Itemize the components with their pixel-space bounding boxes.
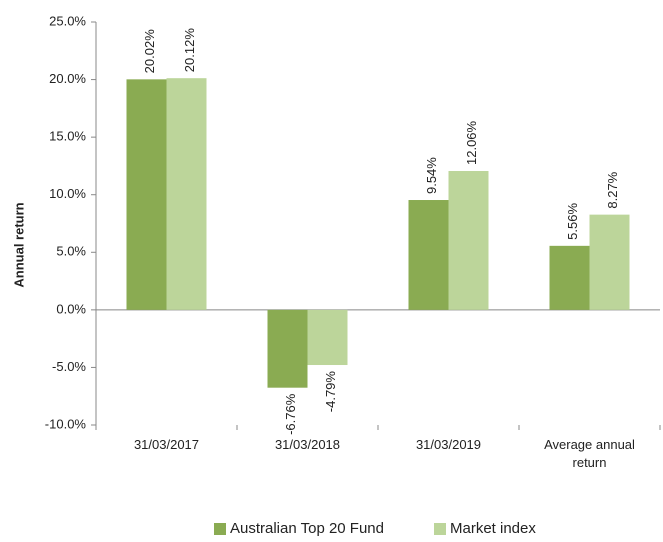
x-tick-label: 31/03/2019: [415, 437, 482, 452]
value-label: 9.54%: [424, 157, 439, 194]
y-tick-label: 5.0%: [56, 244, 86, 259]
bar: [307, 309, 348, 366]
x-tick-label: 31/03/2018: [274, 437, 341, 452]
y-tick-label: -5.0%: [52, 359, 86, 374]
bar: [267, 309, 308, 388]
legend-swatch: [214, 522, 226, 535]
y-tick-label: -10.0%: [45, 416, 87, 431]
y-tick-label: 10.0%: [49, 186, 86, 201]
bar: [448, 170, 489, 310]
legend-swatch: [434, 522, 446, 535]
bar: [126, 79, 167, 310]
bar: [549, 245, 590, 310]
bar: [408, 200, 449, 310]
value-label: 12.06%: [464, 120, 479, 165]
y-tick-label: 20.0%: [49, 71, 86, 86]
y-tick-label: 15.0%: [49, 129, 86, 144]
value-label: -4.79%: [323, 371, 338, 413]
value-label: 20.02%: [142, 29, 157, 74]
y-tick-label: 25.0%: [49, 13, 86, 28]
value-label: -6.76%: [283, 393, 298, 435]
bar: [589, 214, 630, 310]
legend-label: Market index: [450, 520, 536, 537]
legend-item: Market index: [434, 520, 536, 537]
value-label: 20.12%: [182, 28, 197, 73]
y-tick-label: 0.0%: [56, 301, 86, 316]
x-tick-label: 31/03/2017: [133, 437, 200, 452]
legend-item: Australian Top 20 Fund: [214, 520, 384, 537]
bar: [166, 78, 207, 310]
value-label: 5.56%: [565, 203, 580, 240]
legend-label: Australian Top 20 Fund: [230, 520, 384, 537]
value-label: 8.27%: [605, 171, 620, 208]
x-tick-label: Average annual return: [544, 437, 635, 470]
y-axis-label: Annual return: [11, 202, 26, 287]
